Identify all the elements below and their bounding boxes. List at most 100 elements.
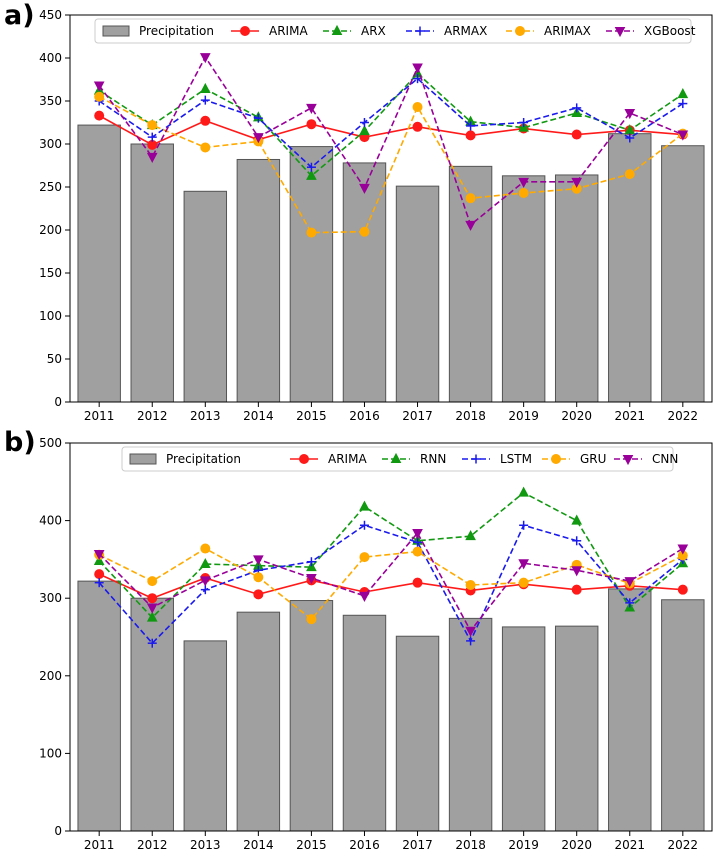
bar-2014 bbox=[236, 158, 281, 403]
point-cnn-2020 bbox=[571, 566, 583, 577]
legend-marker-armax bbox=[415, 26, 425, 36]
point-arimax-2021 bbox=[624, 169, 635, 180]
legend-label-arima: ARIMA bbox=[328, 452, 367, 466]
bar-2012 bbox=[130, 143, 174, 403]
point-gru-2019 bbox=[518, 577, 529, 588]
point-armax-2012 bbox=[147, 132, 157, 142]
bar-2015 bbox=[289, 146, 334, 403]
point-cnn-2016 bbox=[359, 591, 370, 602]
line-arimax bbox=[98, 95, 684, 234]
point-arima-2012 bbox=[147, 139, 158, 150]
point-armax-2014 bbox=[253, 113, 263, 123]
bar-2011 bbox=[77, 580, 121, 832]
bar-2016 bbox=[342, 614, 387, 832]
bar-2013 bbox=[183, 640, 228, 832]
point-arimax-2019 bbox=[518, 188, 529, 199]
y-tick-label: 300 bbox=[39, 137, 62, 151]
x-tick-label: 2020 bbox=[561, 838, 592, 851]
point-arima-2014 bbox=[253, 589, 264, 600]
y-tick-label: 100 bbox=[39, 309, 62, 323]
point-gru-2014 bbox=[253, 572, 264, 583]
legend-marker-arima bbox=[240, 26, 250, 36]
point-gru-2013 bbox=[200, 543, 211, 554]
point-xgboost-2012 bbox=[146, 152, 158, 163]
legend: Precipitation ARIMA ARX ARMAX ARIMAX XGBoost bbox=[94, 18, 696, 44]
point-cnn-2022 bbox=[677, 544, 689, 555]
point-cnn-2013 bbox=[199, 576, 211, 587]
bar-2017 bbox=[395, 185, 440, 403]
legend-label-arima: ARIMA bbox=[269, 24, 308, 38]
point-arima-2020 bbox=[571, 129, 582, 140]
bar-2014 bbox=[236, 611, 281, 832]
y-tick-label: 200 bbox=[39, 223, 62, 237]
point-arima-2011 bbox=[94, 569, 105, 580]
point-arima-2017 bbox=[412, 577, 423, 588]
point-arima-2022 bbox=[677, 584, 688, 595]
bar-2019 bbox=[501, 626, 546, 832]
point-lstm-2020 bbox=[572, 536, 582, 546]
point-lstm-2019 bbox=[519, 520, 529, 530]
point-xgboost-2013 bbox=[199, 53, 211, 64]
point-armax-2013 bbox=[200, 95, 210, 105]
point-arima-2012 bbox=[147, 593, 158, 604]
point-arimax-2018 bbox=[465, 193, 476, 204]
x-tick-label: 2011 bbox=[84, 409, 115, 423]
legend-marker-arima bbox=[299, 454, 309, 464]
series-armax bbox=[94, 74, 688, 172]
y-tick-label: 350 bbox=[39, 94, 62, 108]
point-xgboost-2011 bbox=[93, 81, 105, 92]
bar-2022 bbox=[661, 599, 705, 832]
point-rnn-2012 bbox=[146, 611, 158, 622]
point-armax-2015 bbox=[306, 162, 316, 172]
x-tick-label: 2021 bbox=[614, 409, 645, 423]
series-cnn bbox=[93, 529, 689, 637]
point-armax-2016 bbox=[359, 118, 369, 127]
point-armax-2020 bbox=[572, 103, 582, 113]
point-arimax-2016 bbox=[359, 226, 370, 237]
point-xgboost-2016 bbox=[359, 183, 370, 194]
legend-marker-arimax bbox=[515, 26, 525, 36]
y-tick-label: 400 bbox=[39, 514, 62, 528]
line-arima bbox=[98, 114, 683, 146]
point-lstm-2021 bbox=[625, 598, 635, 608]
axes-frame bbox=[69, 442, 713, 832]
point-cnn-2015 bbox=[306, 574, 317, 585]
x-tick-label: 2018 bbox=[455, 838, 486, 851]
y-tick-label: 150 bbox=[39, 266, 62, 280]
point-lstm-2015 bbox=[306, 557, 316, 567]
point-xgboost-2022 bbox=[677, 130, 689, 141]
line-cnn bbox=[98, 531, 684, 633]
point-arimax-2011 bbox=[94, 91, 105, 102]
point-arimax-2015 bbox=[306, 227, 317, 238]
legend-label-cnn: CNN bbox=[652, 452, 678, 466]
point-arx-2015 bbox=[306, 169, 317, 180]
x-tick-label: 2019 bbox=[508, 409, 539, 423]
point-rnn-2016 bbox=[359, 500, 370, 511]
bar-2022 bbox=[661, 145, 705, 403]
point-rnn-2019 bbox=[518, 486, 529, 497]
x-tick-label: 2012 bbox=[137, 838, 168, 851]
point-rnn-2011 bbox=[93, 554, 105, 565]
y-tick-label: 450 bbox=[39, 8, 62, 22]
legend-swatch-precipitation bbox=[129, 453, 157, 465]
line-xgboost bbox=[98, 55, 684, 227]
y-tick-label: 50 bbox=[47, 352, 62, 366]
point-arimax-2017 bbox=[412, 102, 423, 113]
legend-marker-arx bbox=[331, 24, 343, 35]
bar-2016 bbox=[342, 162, 387, 403]
x-tick-label: 2020 bbox=[561, 409, 592, 423]
legend-label-precipitation: Precipitation bbox=[166, 452, 241, 466]
point-xgboost-2021 bbox=[624, 109, 636, 120]
point-arima-2011 bbox=[94, 110, 105, 121]
x-tick-label: 2018 bbox=[455, 409, 486, 423]
x-tick-label: 2017 bbox=[402, 838, 433, 851]
x-tick-label: 2019 bbox=[508, 838, 539, 851]
point-gru-2012 bbox=[147, 576, 158, 587]
legend-box bbox=[94, 18, 692, 44]
point-arx-2022 bbox=[677, 88, 689, 99]
line-gru bbox=[98, 547, 684, 621]
bar-2020 bbox=[554, 625, 599, 832]
x-tick-label: 2015 bbox=[296, 409, 327, 423]
legend-swatch-precipitation bbox=[102, 25, 130, 37]
